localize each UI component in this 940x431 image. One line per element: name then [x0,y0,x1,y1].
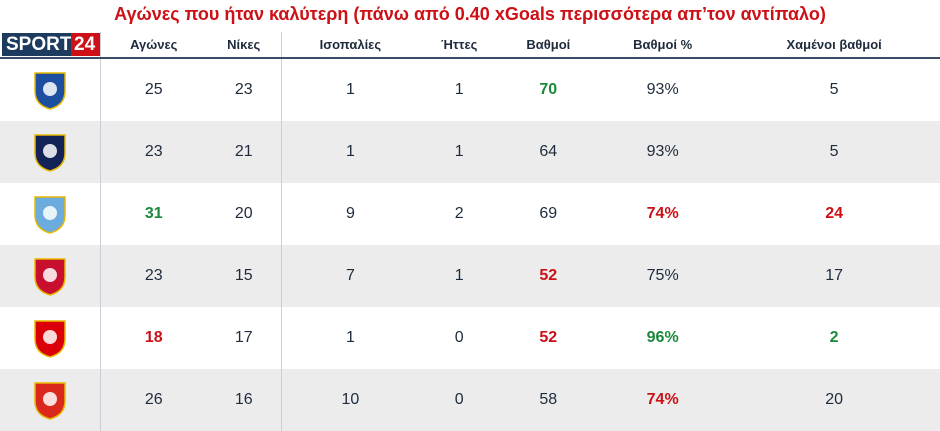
manchester-city-crest-icon [34,196,66,234]
stat-cell: 23 [100,245,207,307]
stat-cell: 7 [281,245,419,307]
table-row: 26 16 10 0 58 74% 20 [0,369,940,431]
stat-cell: 64 [499,121,598,183]
page-title: Αγώνες που ήταν καλύτερη (πάνω από 0.40 … [114,4,826,24]
tottenham-crest-icon [34,134,66,172]
stat-cell: 16 [206,369,282,431]
stat-cell: 0 [418,369,500,431]
table-row: 31 20 9 2 69 74% 24 [0,183,940,245]
stat-cell: 1 [281,121,419,183]
stat-cell: 5 [728,121,940,183]
stat-cell: 2 [829,329,839,346]
stat-cell: 15 [206,245,282,307]
manchester-united-crest-icon [34,382,66,420]
stat-cell: 26 [100,369,207,431]
stat-cell: 20 [728,369,940,431]
team-cell [0,58,101,121]
column-header: Βαθμοί % [597,32,729,59]
stat-cell: 1 [418,245,500,307]
column-header: Αγώνες [100,32,207,59]
stat-cell: 1 [454,81,464,98]
team-cell [0,369,101,431]
table-row: 25 23 1 1 70 93% 5 [0,58,940,121]
table-row: 23 15 7 1 52 75% 17 [0,245,940,307]
stat-cell: 17 [728,245,940,307]
stat-cell: 10 [281,369,419,431]
table-row: 18 17 1 0 52 96% 2 [0,307,940,369]
stat-cell: 9 [345,205,355,222]
stat-cell: 52 [539,329,558,346]
stat-cell: 96% [646,329,679,346]
stat-cell: 18 [144,329,163,346]
column-header: Ήττες [418,32,500,59]
stat-cell: 1 [418,121,500,183]
stat-cell: 74% [597,369,729,431]
stat-cell: 69 [539,205,558,222]
team-cell [0,307,101,369]
column-header: Βαθμοί [499,32,598,59]
arsenal-crest-icon [34,320,66,358]
chelsea-crest-icon [34,72,66,110]
stat-cell: 21 [206,121,282,183]
stat-cell: 31 [144,205,163,222]
stat-cell: 24 [825,205,844,222]
column-header: Χαμένοι βαθμοί [728,32,940,59]
stat-cell: 2 [454,205,464,222]
stat-cell: 75% [597,245,729,307]
stat-cell: 70 [539,81,558,98]
team-cell [0,183,101,245]
stat-cell: 52 [499,245,598,307]
team-cell [0,121,101,183]
table-row: 23 21 1 1 64 93% 5 [0,121,940,183]
column-header: Ισοπαλίες [281,32,419,59]
stat-cell: 1 [345,81,355,98]
logo-text-sport: SPORT [2,33,71,56]
stat-cell: 74% [646,205,679,222]
logo-text-24: 24 [71,33,100,56]
sport24-logo: SPORT 24 [2,33,100,56]
stat-cell: 1 [345,329,355,346]
stat-cell: 25 [144,81,163,98]
stats-table: Αγώνες Νίκες Ισοπαλίες Ήττες Βαθμοί Βαθμοί % Χ… [0,32,940,431]
stat-cell: 20 [206,183,282,245]
stat-cell: 0 [454,329,464,346]
stat-cell: 58 [499,369,598,431]
liverpool-crest-icon [34,258,66,296]
column-header: Νίκες [206,32,282,59]
stat-cell: 93% [597,121,729,183]
team-cell [0,245,101,307]
stat-cell: 93% [646,81,679,98]
stat-cell: 5 [829,81,839,98]
stat-cell: 17 [206,307,282,369]
stat-cell: 23 [206,58,282,121]
stat-cell: 23 [100,121,207,183]
